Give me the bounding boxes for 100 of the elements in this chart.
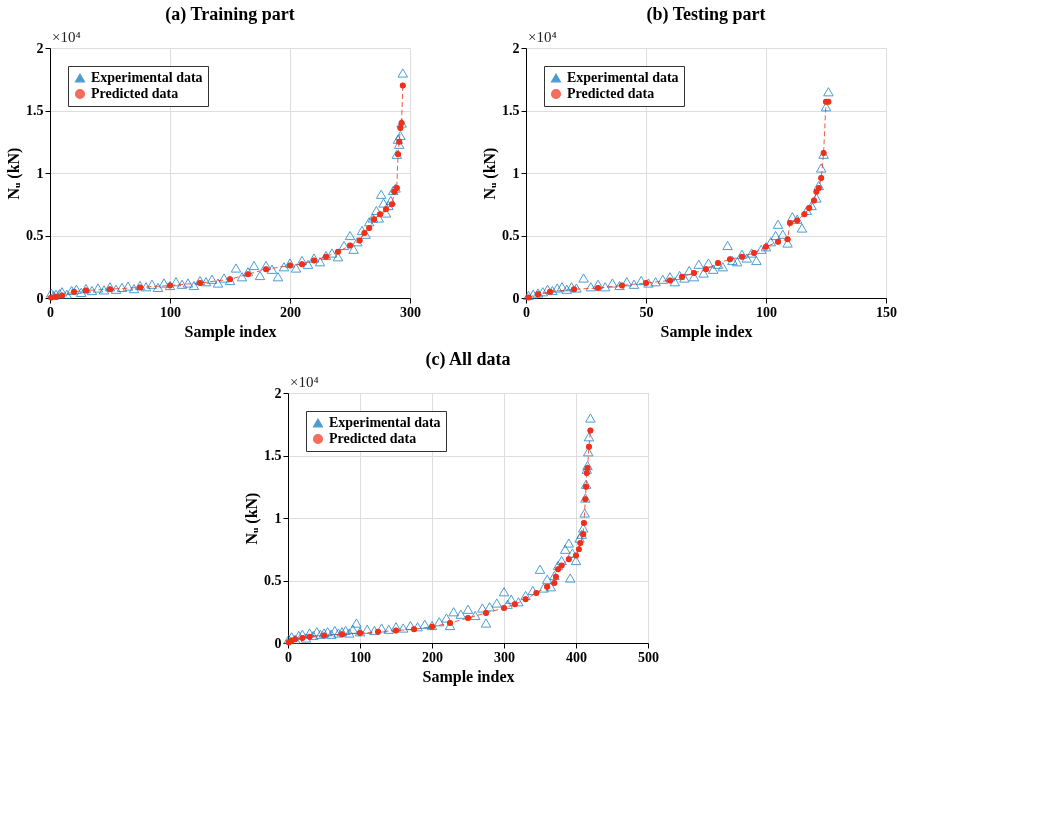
point (592, 279, 604, 289)
point (595, 285, 601, 291)
x-tick-label: 50 (639, 304, 654, 320)
point (599, 282, 611, 292)
y-tick-label: 1.5 (264, 448, 282, 463)
point (561, 284, 573, 294)
point (587, 427, 594, 434)
x-tick-label: 500 (638, 649, 659, 665)
x-tick-label: 400 (566, 649, 587, 665)
point (566, 282, 577, 292)
x-tick-label: 200 (280, 304, 301, 320)
point (722, 240, 733, 251)
point (577, 540, 584, 546)
point (578, 273, 589, 283)
x-tick-label: 150 (876, 304, 897, 320)
x-tick-label: 0 (523, 304, 530, 320)
legend-label: Predicted data (91, 86, 179, 101)
x-axis-title: Sample index (422, 667, 515, 686)
legend-label: Predicted data (329, 431, 417, 446)
legend-label: Predicted data (567, 86, 655, 101)
point (551, 580, 558, 586)
y-tick-label: 1.5 (26, 103, 44, 118)
text: ×10⁴ (290, 374, 319, 390)
point (501, 605, 507, 611)
point (815, 163, 827, 173)
y-tick-label: 0.5 (502, 228, 520, 243)
point (707, 264, 719, 274)
y-tick-label: 2 (512, 40, 520, 56)
chart-title: (b) Testing part (646, 4, 766, 25)
point (483, 610, 489, 616)
point (533, 590, 540, 596)
point (607, 278, 618, 288)
y-axis-title: Nᵤ (kN) (481, 147, 499, 200)
x-tick-label: 300 (400, 304, 421, 320)
point (813, 180, 825, 191)
point (397, 125, 404, 131)
point (614, 280, 625, 291)
point (311, 257, 317, 264)
point (657, 274, 669, 284)
legend-label: Experimental data (329, 415, 441, 430)
point (751, 255, 762, 266)
text: ×10⁴ (52, 29, 81, 45)
point (643, 278, 654, 288)
point (393, 627, 399, 634)
point (717, 262, 729, 272)
point (806, 200, 817, 211)
point (770, 230, 781, 241)
y-tick-label: 1 (36, 165, 44, 181)
y-tick-label: 0 (512, 290, 520, 306)
y-tick-label: 0 (36, 290, 44, 306)
point (669, 277, 681, 287)
point (664, 272, 676, 282)
point (736, 249, 748, 259)
point (787, 220, 793, 226)
point (741, 253, 753, 263)
point (698, 268, 709, 278)
x-tick-label: 100 (160, 304, 181, 320)
legend-label: Experimental data (567, 70, 679, 85)
point (691, 270, 697, 276)
point (59, 292, 65, 299)
point (731, 257, 743, 267)
point (347, 242, 353, 249)
x-tick-label: 100 (350, 649, 371, 665)
x-tick-label: 0 (47, 304, 54, 320)
x-tick-label: 0 (285, 649, 292, 665)
point (356, 237, 363, 244)
point (542, 284, 553, 294)
x-tick-label: 200 (422, 649, 443, 665)
x-axis-title: Sample index (184, 322, 277, 341)
y-tick-label: 0 (274, 635, 282, 651)
y-axis-title: Nᵤ (kN) (5, 147, 23, 200)
point (796, 223, 808, 233)
y-tick-label: 0.5 (26, 228, 44, 243)
point (703, 258, 714, 268)
x-tick-label: 300 (494, 649, 515, 665)
point (667, 277, 673, 284)
point (585, 282, 597, 292)
chart-title: (a) Training part (165, 4, 295, 25)
point (628, 279, 640, 289)
point (811, 193, 822, 203)
point (523, 290, 534, 301)
y-tick-label: 2 (274, 385, 282, 401)
point (746, 248, 757, 258)
point (547, 285, 558, 296)
point (693, 259, 705, 269)
point (447, 620, 453, 626)
point (571, 283, 582, 293)
point (619, 282, 625, 289)
point (556, 282, 568, 292)
x-axis-title: Sample index (660, 322, 753, 341)
point (823, 87, 834, 97)
x-tick-label: 100 (756, 304, 777, 320)
point (679, 273, 690, 283)
y-axis-title: Nᵤ (kN) (243, 492, 261, 545)
text: ×10⁴ (528, 29, 557, 45)
legend-label: Experimental data (91, 70, 203, 85)
point (727, 255, 738, 266)
point (650, 277, 661, 287)
point (674, 270, 685, 281)
y-tick-label: 0.5 (264, 573, 282, 588)
